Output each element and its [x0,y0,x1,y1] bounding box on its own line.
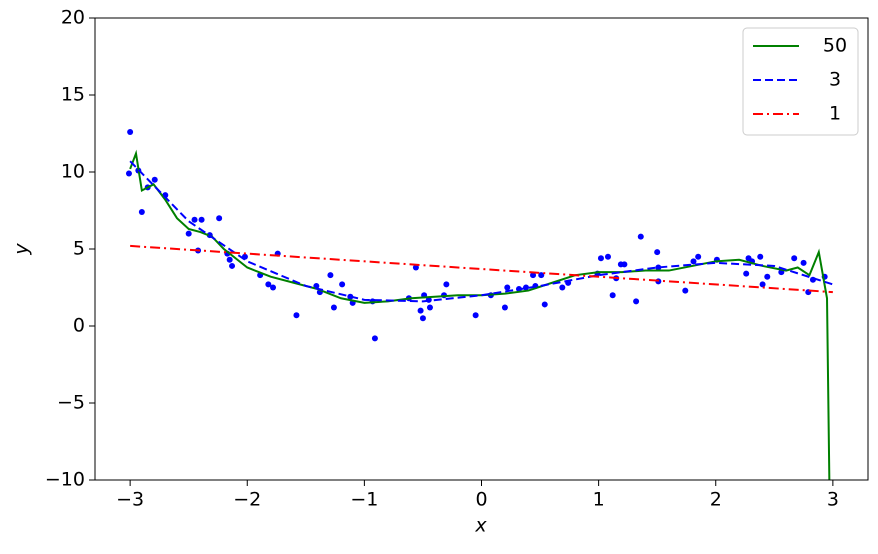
data-point [743,270,750,277]
data-point [559,284,566,291]
legend-label: 3 [829,69,841,91]
data-point [757,253,764,260]
data-point [597,255,604,262]
data-point [501,304,508,311]
x-tick-label: 1 [593,489,605,511]
data-point [791,255,798,262]
line-series [129,149,831,480]
data-point [216,215,223,222]
x-tick-label: −3 [116,489,144,511]
data-point [226,256,233,263]
x-tick-label: 0 [475,489,487,511]
data-point [633,298,640,305]
x-tick-label: 3 [827,489,839,511]
y-tick-label: 10 [61,161,85,183]
data-point [185,230,192,237]
x-axis-label: x [474,515,487,537]
y-axis-label: y [11,243,33,256]
data-point [265,281,272,288]
data-point [541,301,548,308]
x-tick-label: −2 [233,489,261,511]
data-point [426,304,433,311]
data-point [695,253,702,260]
data-point [637,233,644,240]
y-tick-label: 5 [73,238,85,260]
data-point [412,264,419,271]
plot-frame [94,17,869,481]
data-point [419,315,426,322]
legend-label: 1 [829,103,841,125]
data-point [654,249,661,256]
x-tick-label: 2 [710,489,722,511]
data-point [198,216,205,223]
y-tick-label: −5 [57,392,85,414]
data-point [270,284,277,291]
data-point [138,209,145,216]
line-series [130,244,833,294]
data-point [655,264,662,271]
data-point [371,335,378,342]
data-point [151,176,158,183]
data-point [690,258,697,265]
data-point [339,281,346,288]
data-point [682,287,689,294]
data-point [293,312,300,319]
data-point [327,272,334,279]
data-point [330,304,337,311]
data-point [621,261,628,268]
line-series [129,160,834,303]
y-tick-label: −10 [45,469,85,491]
data-point [443,281,450,288]
x-tick-label: −1 [350,489,378,511]
data-point [604,253,611,260]
data-point [472,312,479,319]
legend-label: 50 [823,35,847,57]
data-point [127,128,134,135]
plot-area [125,128,834,480]
data-point [759,281,766,288]
y-tick-label: 20 [61,7,85,29]
y-tick-label: 15 [61,84,85,106]
y-tick-label: 0 [73,315,85,337]
data-point [504,284,511,291]
legend-box [742,27,859,136]
data-point [538,272,545,279]
data-point [609,292,616,299]
data-point [191,216,198,223]
data-point [417,307,424,314]
data-point [229,262,236,269]
data-point [800,259,807,266]
data-point [125,170,132,177]
data-point [530,272,537,279]
data-point [764,273,771,280]
